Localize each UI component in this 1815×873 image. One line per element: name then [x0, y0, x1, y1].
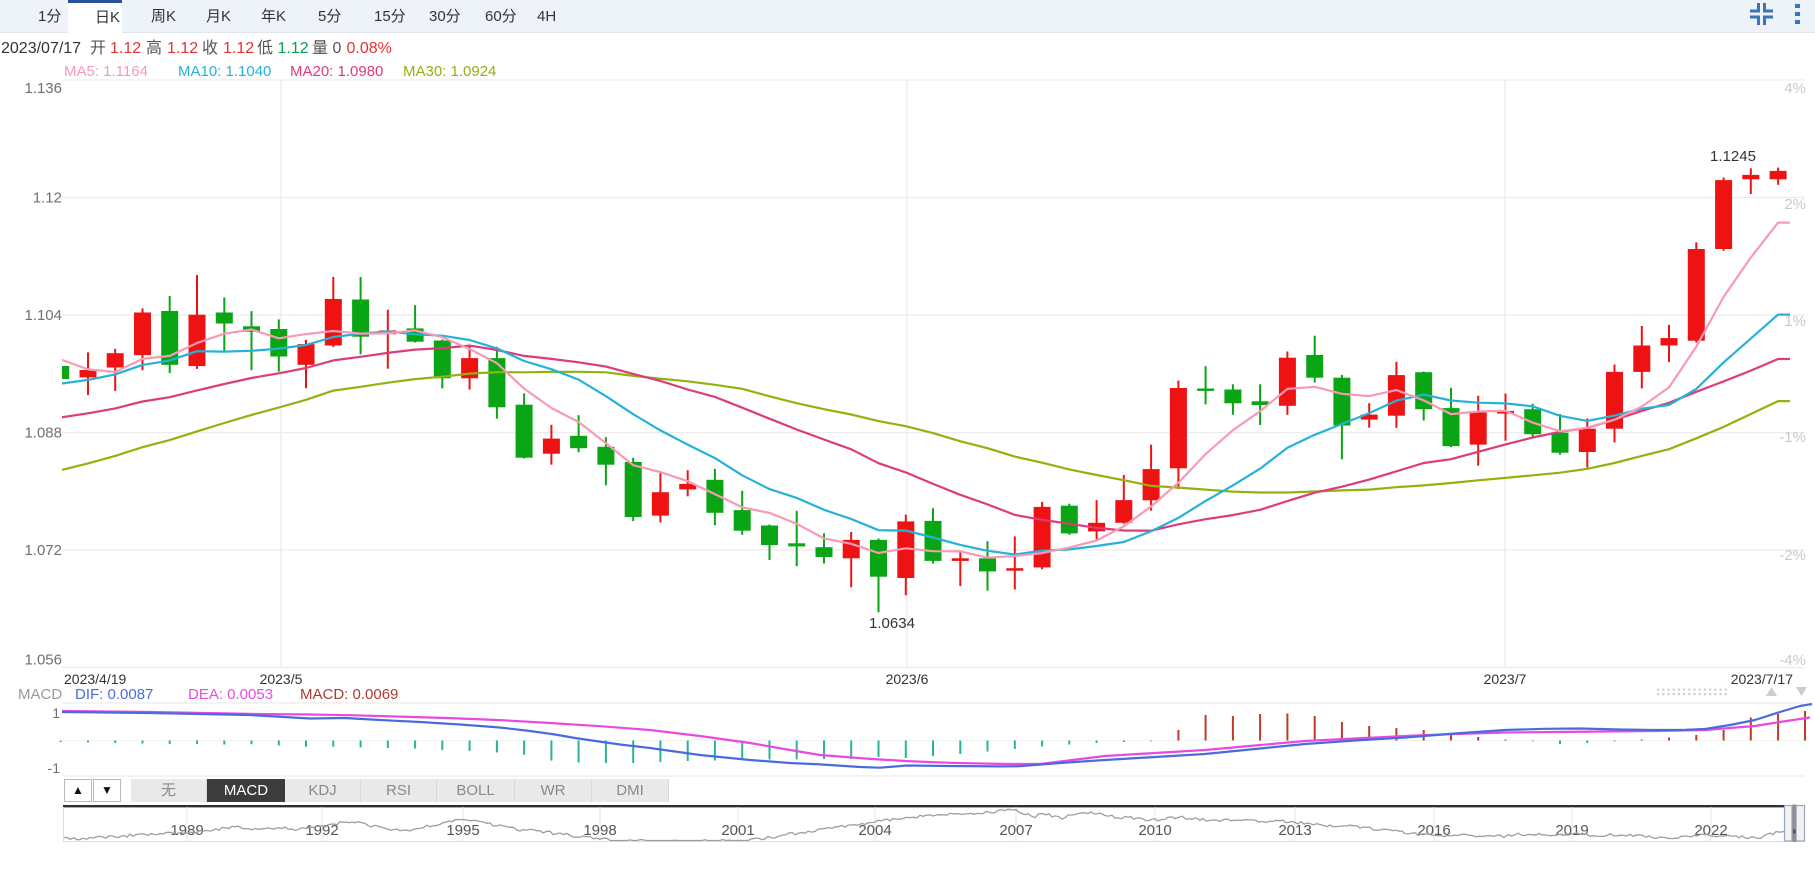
svg-text:-1%: -1% — [1779, 429, 1806, 446]
svg-text:2019: 2019 — [1555, 822, 1588, 839]
svg-text:1995: 1995 — [446, 822, 479, 839]
svg-text:MACD: MACD — [18, 686, 62, 703]
svg-text:1.056: 1.056 — [24, 652, 62, 669]
svg-text:1998: 1998 — [583, 822, 616, 839]
svg-text:1%: 1% — [1784, 313, 1806, 330]
svg-text:2010: 2010 — [1138, 822, 1171, 839]
svg-text:1.104: 1.104 — [24, 307, 62, 324]
svg-text:1992: 1992 — [305, 822, 338, 839]
svg-text:DEA: 0.0053: DEA: 0.0053 — [188, 686, 273, 703]
svg-text:2%: 2% — [1784, 196, 1806, 213]
svg-text:1.12: 1.12 — [33, 190, 62, 207]
svg-text:2023/7/17: 2023/7/17 — [1731, 671, 1793, 687]
svg-text:1989: 1989 — [170, 822, 203, 839]
svg-text:2023/4/19: 2023/4/19 — [64, 671, 126, 687]
svg-text:1.072: 1.072 — [24, 542, 62, 559]
svg-text:-4%: -4% — [1779, 652, 1806, 669]
svg-text:1.136: 1.136 — [24, 80, 62, 97]
svg-text:1.088: 1.088 — [24, 425, 62, 442]
svg-text:2013: 2013 — [1278, 822, 1311, 839]
svg-text:1.1245: 1.1245 — [1710, 148, 1756, 165]
svg-text:-2%: -2% — [1779, 547, 1806, 564]
svg-text:-1: -1 — [48, 760, 61, 776]
svg-text:1: 1 — [52, 705, 60, 721]
svg-text:MACD: 0.0069: MACD: 0.0069 — [300, 686, 398, 703]
svg-text:4%: 4% — [1784, 80, 1806, 97]
svg-text:2001: 2001 — [721, 822, 754, 839]
svg-text:1.0634: 1.0634 — [869, 615, 915, 632]
svg-text:2023/6: 2023/6 — [886, 671, 929, 687]
svg-text:2004: 2004 — [858, 822, 891, 839]
svg-text:2007: 2007 — [999, 822, 1032, 839]
svg-text:2023/7: 2023/7 — [1484, 671, 1527, 687]
svg-text:2023/5: 2023/5 — [260, 671, 303, 687]
svg-text:DIF: 0.0087: DIF: 0.0087 — [75, 686, 153, 703]
